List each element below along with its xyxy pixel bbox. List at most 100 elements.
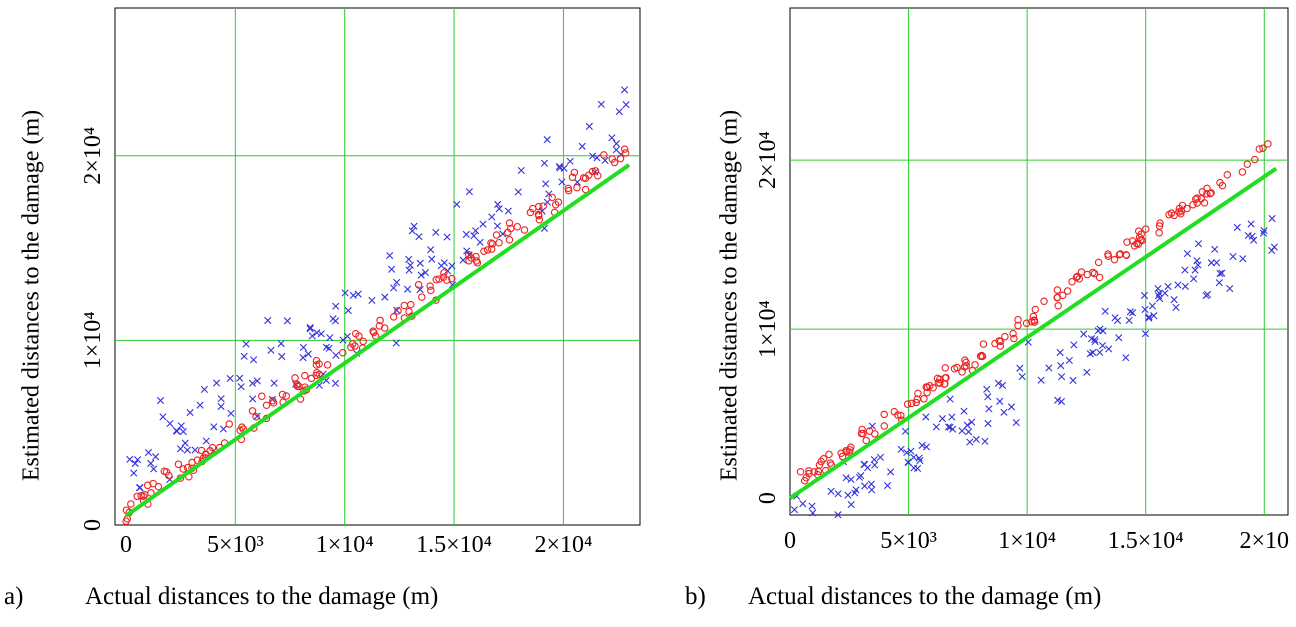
cross-point [166, 419, 174, 428]
circle-point [225, 420, 233, 428]
cross-point [1111, 314, 1119, 322]
cross-point [932, 423, 940, 431]
circle-point [815, 461, 824, 469]
cross-point [1259, 229, 1268, 237]
cross-point [240, 352, 248, 360]
cross-point [540, 159, 549, 167]
circle-point [1259, 144, 1267, 152]
cross-point [960, 407, 968, 415]
circle-point [1116, 250, 1125, 258]
cross-point [440, 259, 448, 267]
circle-point [858, 425, 866, 434]
cross-point [322, 343, 330, 351]
cross-point [809, 509, 817, 517]
y-tick-label: 2×10⁴ [755, 131, 781, 189]
circle-point [1133, 239, 1141, 248]
cross-point [1183, 249, 1192, 258]
cross-point [1250, 236, 1258, 244]
cross-point [381, 293, 389, 301]
cross-point [1145, 314, 1153, 322]
cross-point [131, 459, 139, 468]
cross-point [341, 289, 349, 297]
x-axis-label-b: Actual distances to the damage (m) [748, 583, 1102, 610]
cross-point [1181, 282, 1189, 290]
cross-point [403, 285, 412, 293]
circle-point [1123, 238, 1131, 246]
cross-point [1226, 284, 1234, 293]
circle-point [427, 286, 435, 295]
cross-point [983, 385, 991, 393]
cross-point [842, 474, 850, 482]
cross-point [504, 207, 512, 215]
x-tick-label: 5×10³ [207, 532, 264, 558]
cross-point [389, 284, 398, 292]
circle-point [1206, 189, 1214, 198]
x-tick-label: 2×10 [1240, 528, 1290, 554]
circle-point [278, 390, 287, 399]
cross-point [1213, 259, 1221, 267]
circle-point [483, 246, 492, 254]
circle-point [857, 429, 866, 438]
circle-point [1053, 293, 1062, 302]
cross-point [876, 453, 885, 461]
circle-point [339, 348, 347, 357]
cross-point [545, 190, 553, 198]
cross-point [1054, 396, 1062, 404]
circle-point [1110, 255, 1119, 264]
circle-point [295, 382, 303, 391]
circle-point [312, 361, 321, 369]
circle-point [564, 184, 572, 193]
circle-point [817, 457, 825, 466]
cross-point [1125, 316, 1133, 325]
circle-point [1142, 225, 1150, 233]
circle-point [1040, 297, 1048, 305]
circle-point [448, 274, 456, 283]
cross-point [459, 256, 467, 264]
cross-point [861, 482, 869, 490]
cross-point [1268, 214, 1276, 223]
circle-point [442, 276, 451, 284]
cross-point [1070, 341, 1078, 349]
y-tick-label: 1×10⁴ [80, 311, 106, 369]
circle-point [805, 467, 813, 475]
circle-point [979, 340, 988, 348]
cross-point [916, 456, 924, 465]
cross-point [1174, 281, 1182, 289]
cross-point [922, 443, 931, 451]
cross-point [558, 178, 566, 186]
cross-point [249, 395, 257, 403]
reference-line [788, 166, 1278, 500]
circle-point [862, 436, 870, 445]
cross-point [1128, 309, 1137, 317]
circle-point [488, 240, 497, 248]
circle-point [487, 245, 496, 253]
circle-point [122, 517, 130, 525]
cross-point [799, 500, 807, 508]
circle-point [405, 307, 413, 316]
cross-point [517, 166, 525, 175]
circle-point [139, 492, 147, 500]
circle-point [568, 173, 577, 182]
cross-point [963, 421, 971, 429]
cross-point [864, 464, 872, 472]
x-tick-label: 1×10⁴ [316, 532, 374, 558]
cross-point [1191, 266, 1199, 274]
circle-point [1053, 286, 1062, 294]
circle-point [554, 198, 563, 206]
circle-point [1073, 272, 1082, 281]
circle-point [962, 358, 970, 367]
cross-point [354, 290, 362, 298]
circle-point [513, 222, 522, 231]
circle-point [127, 500, 135, 508]
circle-point [923, 383, 932, 392]
circle-point [1095, 273, 1104, 282]
circle-point [315, 370, 324, 379]
cross-point [264, 316, 272, 325]
circle-point [348, 340, 357, 348]
cross-point [555, 162, 563, 171]
cross-point [181, 439, 189, 447]
circle-point [1009, 329, 1017, 338]
cross-point [406, 261, 415, 269]
cross-point [427, 246, 435, 254]
circle-point [1207, 189, 1215, 197]
